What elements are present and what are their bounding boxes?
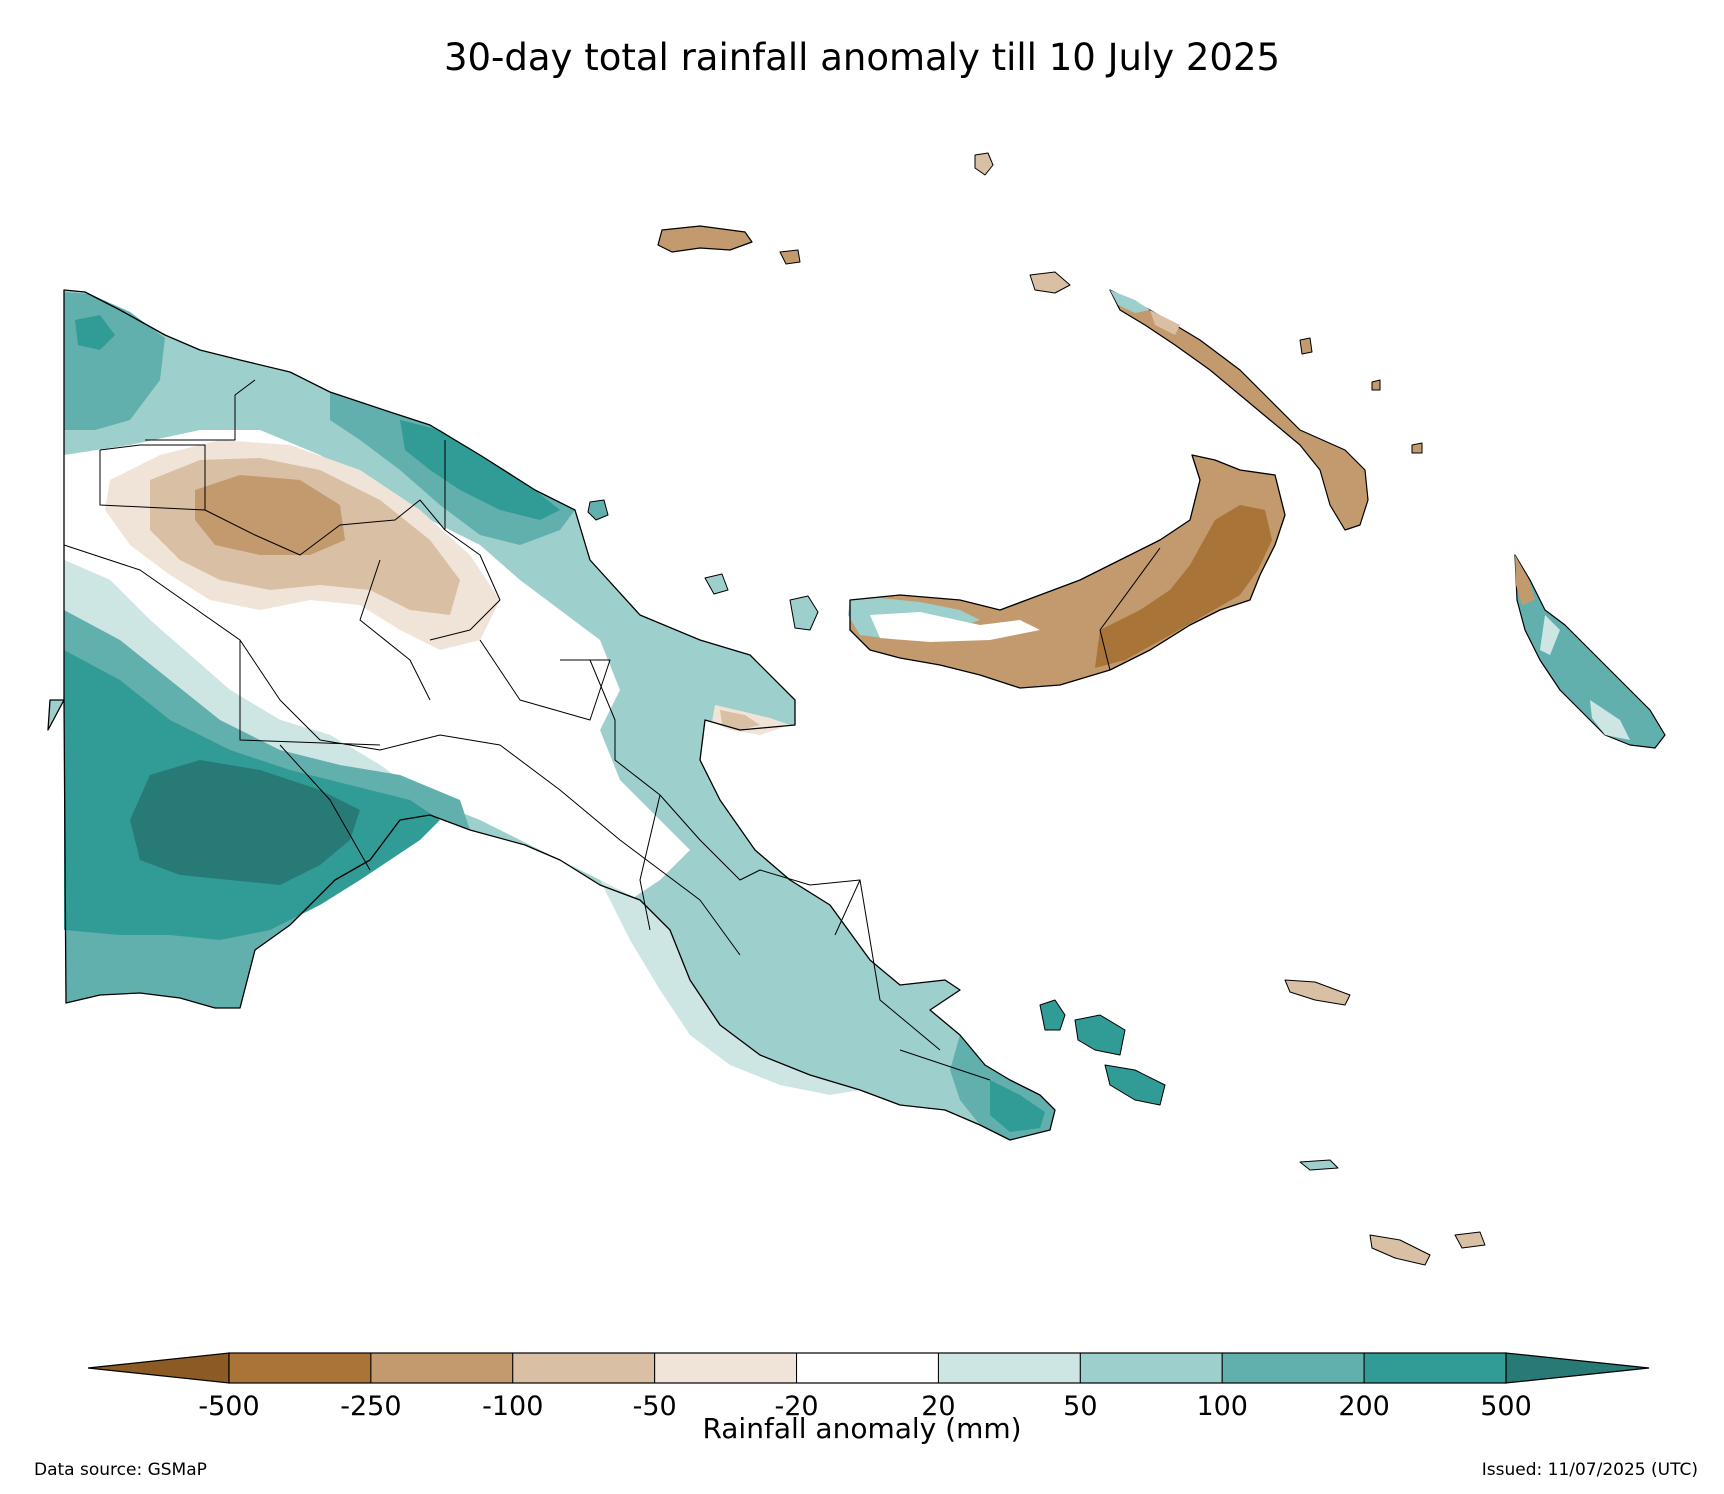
- colorbar-bin: [370, 1352, 514, 1384]
- colorbar-tick-label: -100: [482, 1391, 543, 1422]
- colorbar-tick-label: -20: [775, 1391, 819, 1422]
- trobriand-island: [1284, 979, 1351, 1006]
- colorbar-tick-label: -500: [198, 1391, 259, 1422]
- new-ireland-light: [1150, 310, 1180, 335]
- bougainville: [1514, 554, 1666, 749]
- bougainville-north-dry: [1515, 555, 1535, 605]
- madang-very-wet: [400, 420, 560, 520]
- mainland-coastline: [47, 289, 1056, 1141]
- new-ireland-dry: [1109, 289, 1369, 531]
- sudest-island: [1454, 1231, 1486, 1249]
- colorbar-tick-label: -250: [340, 1391, 401, 1422]
- sepik-dry-strong: [195, 475, 345, 555]
- huon-dry: [720, 710, 760, 730]
- colorbar-frame: [228, 1352, 1507, 1384]
- new-britain: [848, 454, 1286, 689]
- umboi-island: [789, 595, 819, 631]
- colorbar-tick-label: 20: [921, 1391, 955, 1422]
- karkar-island: [587, 499, 609, 521]
- southwest-extreme-wet: [130, 760, 360, 885]
- colorbar-bin: [937, 1352, 1081, 1384]
- feni-island: [1411, 442, 1423, 454]
- dentrecasteaux-islands: [1039, 979, 1486, 1266]
- new-britain-boundary: [1099, 547, 1161, 671]
- fergusson-island: [1074, 1014, 1126, 1056]
- colorbar-tick-label: 50: [1063, 1391, 1097, 1422]
- colorbar-tick-label: -50: [633, 1391, 677, 1422]
- milne-bay-very-wet: [990, 1080, 1045, 1132]
- map-title: 30-day total rainfall anomaly till 10 Ju…: [443, 36, 1281, 79]
- bougainville-south-light: [1590, 700, 1630, 740]
- bougainville-island: [1514, 554, 1666, 749]
- colorbar-bin: [228, 1352, 372, 1384]
- colorbar-bin: [1079, 1352, 1223, 1384]
- new-ireland-wet-tip: [1110, 290, 1150, 313]
- mussau-island: [1029, 271, 1071, 294]
- bougainville-middle-light: [1540, 615, 1560, 655]
- colorbar-tick-label: 200: [1338, 1391, 1390, 1422]
- light-wet-rim: [64, 560, 430, 820]
- mainland-png: [47, 289, 1056, 1141]
- colorbar-bin: [796, 1352, 939, 1384]
- lihir-island: [1299, 337, 1313, 355]
- colorbar-tick-label: 100: [1196, 1391, 1248, 1422]
- colorbar-bin: [512, 1352, 656, 1384]
- colorbar-bin: [1221, 1352, 1365, 1384]
- long-island: [704, 573, 729, 595]
- new-britain-dry-strong: [1095, 505, 1272, 668]
- colorbar-label: Rainfall anomaly (mm): [702, 1412, 1022, 1445]
- colorbar-tick-label: 500: [1480, 1391, 1532, 1422]
- manus-east-islet: [779, 249, 801, 265]
- province-boundaries: [63, 379, 991, 1081]
- new-ireland: [1109, 289, 1369, 531]
- manus-island: [657, 225, 753, 253]
- colorbar: -500 -250 -100 -50 -20 20 50 100 200 500: [87, 1352, 1650, 1422]
- colorbar-extend-low: [87, 1352, 230, 1384]
- colorbar-bin: [1363, 1352, 1507, 1384]
- tanga-island: [1371, 379, 1381, 391]
- emirau-island: [974, 152, 994, 176]
- northwest-very-wet: [75, 315, 115, 350]
- colorbar-bin: [654, 1352, 798, 1384]
- manus: [657, 225, 801, 265]
- new-britain-coastline: [849, 454, 1286, 689]
- goodenough-island: [1039, 999, 1066, 1031]
- woodlark-island: [1299, 1159, 1339, 1171]
- colorbar-extend-high: [1505, 1352, 1650, 1384]
- normanby-island: [1104, 1064, 1166, 1106]
- new-britain-west-light: [870, 612, 1040, 642]
- small-islands: [587, 152, 1423, 631]
- data-source-text: Data source: GSMaP: [34, 1460, 207, 1480]
- map-area: [47, 152, 1666, 1266]
- issued-date-text: Issued: 11/07/2025 (UTC): [1481, 1460, 1698, 1480]
- papua-south-light: [600, 880, 860, 1095]
- rossel-island: [1369, 1234, 1431, 1266]
